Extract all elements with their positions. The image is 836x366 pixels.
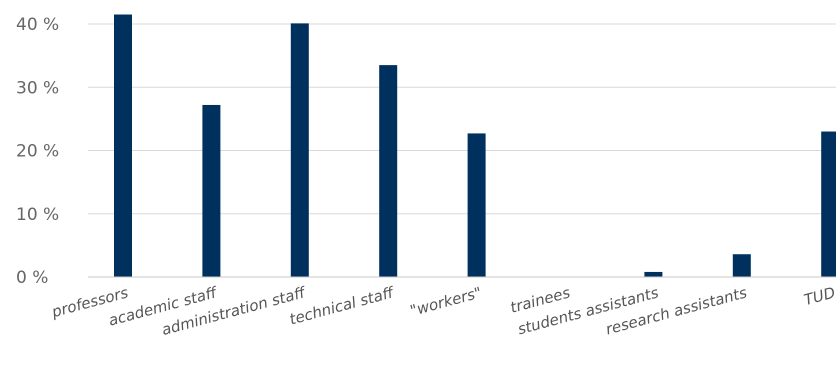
bars <box>114 14 836 278</box>
bar-2 <box>290 23 309 278</box>
bar-7 <box>732 254 751 277</box>
x-category-label: "workers" <box>408 283 483 319</box>
y-axis-tick-labels: 0 % 10 % 20 % 30 % 40 % <box>16 15 59 288</box>
y-tick-label: 30 % <box>16 78 59 98</box>
bar-0 <box>114 14 132 277</box>
bar-3 <box>379 65 398 277</box>
y-tick-label: 40 % <box>16 15 59 35</box>
bar-4 <box>467 133 486 277</box>
y-tick-label: 10 % <box>16 205 59 225</box>
y-tick-label: 0 % <box>16 268 48 288</box>
bar-8 <box>821 131 836 277</box>
gridlines <box>88 23 836 215</box>
bar-6 <box>644 271 663 277</box>
x-category-label: TUD <box>802 283 836 309</box>
x-category-label: technical staff <box>288 283 398 329</box>
y-tick-label: 20 % <box>16 142 59 162</box>
bar-1 <box>202 104 221 278</box>
